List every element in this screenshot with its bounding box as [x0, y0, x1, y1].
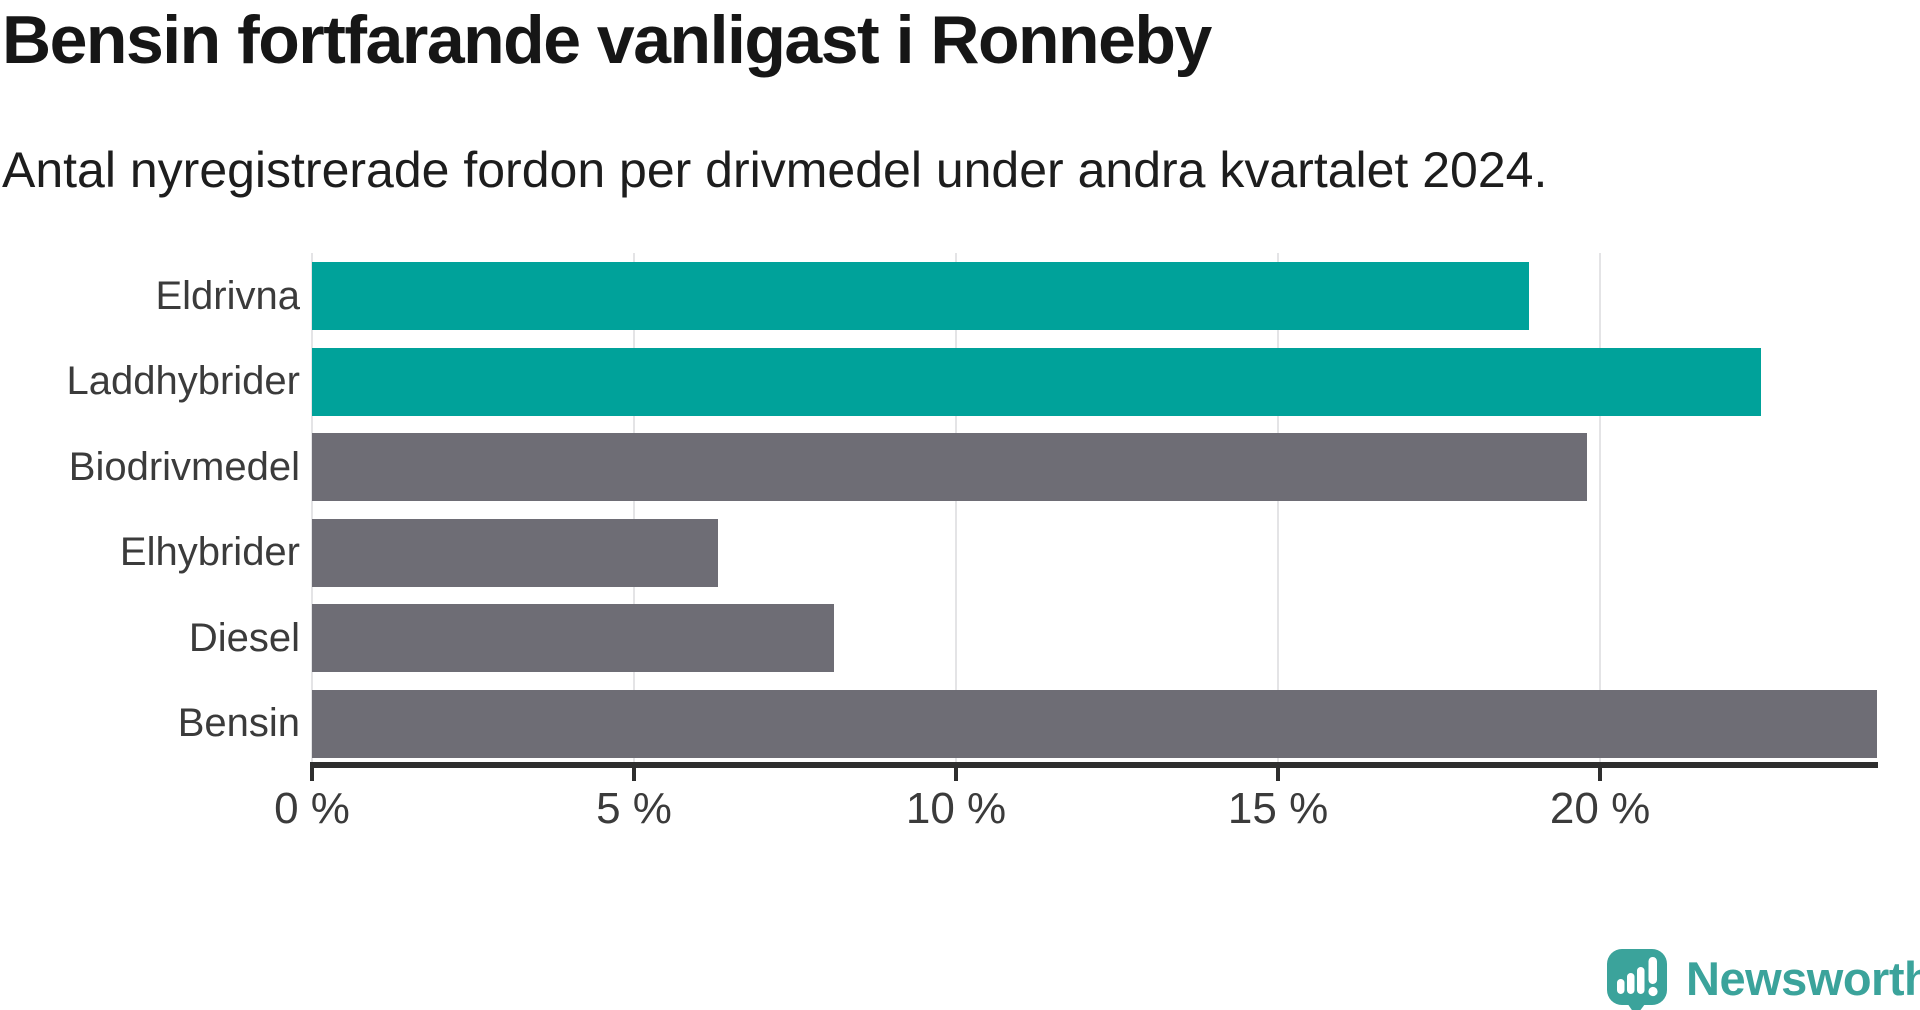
bar-bensin: [312, 689, 1877, 758]
bar-laddhybrider: [312, 347, 1762, 416]
x-tick-label: 0 %: [274, 784, 350, 833]
x-tick: [632, 768, 637, 781]
x-tick: [954, 768, 959, 781]
bar-elhybrider: [312, 518, 718, 587]
logo-exclamation-bar: [1648, 957, 1657, 984]
logo-bubble-tail: [1625, 1000, 1648, 1010]
x-axis-labels: 0 % 5 % 10 % 15 % 20 %: [274, 784, 1877, 836]
logo-exclamation-dot: [1648, 986, 1658, 997]
category-axis: Eldrivna Laddhybrider Biodrivmedel Elhybrid…: [0, 253, 301, 762]
bar-eldrivna: [312, 262, 1530, 330]
x-tick-label: 10 %: [905, 784, 1007, 833]
logo-bar-small: [1617, 979, 1625, 994]
gridline: [633, 253, 636, 762]
newsworthy-logo: Newsworthy: [1606, 948, 1920, 1010]
x-tick-label: 15 %: [1227, 784, 1329, 833]
x-tick-label: 20 %: [1549, 784, 1651, 833]
gridline: [311, 253, 313, 762]
x-axis-line: [310, 762, 1878, 768]
logo-bar-tall: [1637, 967, 1645, 994]
bar-biodrivmedel: [312, 433, 1588, 501]
x-axis-ticks: [310, 768, 1877, 782]
chart-subtitle: Antal nyregistrerade fordon per drivmede…: [2, 142, 1548, 198]
logo-bar-medium: [1627, 973, 1635, 994]
category-label: Bensin: [177, 701, 300, 745]
category-label: Laddhybrider: [66, 359, 301, 403]
gridline: [955, 253, 958, 762]
category-label: Biodrivmedel: [68, 444, 300, 489]
x-tick: [310, 768, 314, 781]
gridline: [1277, 253, 1280, 762]
chart-title: Bensin fortfarande vanligast i Ronneby: [2, 2, 1212, 78]
category-label: Elhybrider: [119, 530, 300, 574]
x-tick: [1276, 768, 1281, 781]
x-tick: [1598, 768, 1603, 781]
x-tick-label: 5 %: [596, 784, 672, 833]
newsworthy-logo-text: Newsworthy: [1686, 952, 1920, 1005]
category-label: Diesel: [188, 615, 300, 660]
plot-area: [311, 253, 1877, 762]
newsworthy-logo-icon: [1607, 949, 1667, 1010]
gridline: [1599, 253, 1602, 762]
bar-diesel: [312, 604, 834, 672]
category-label: Eldrivna: [155, 273, 300, 318]
